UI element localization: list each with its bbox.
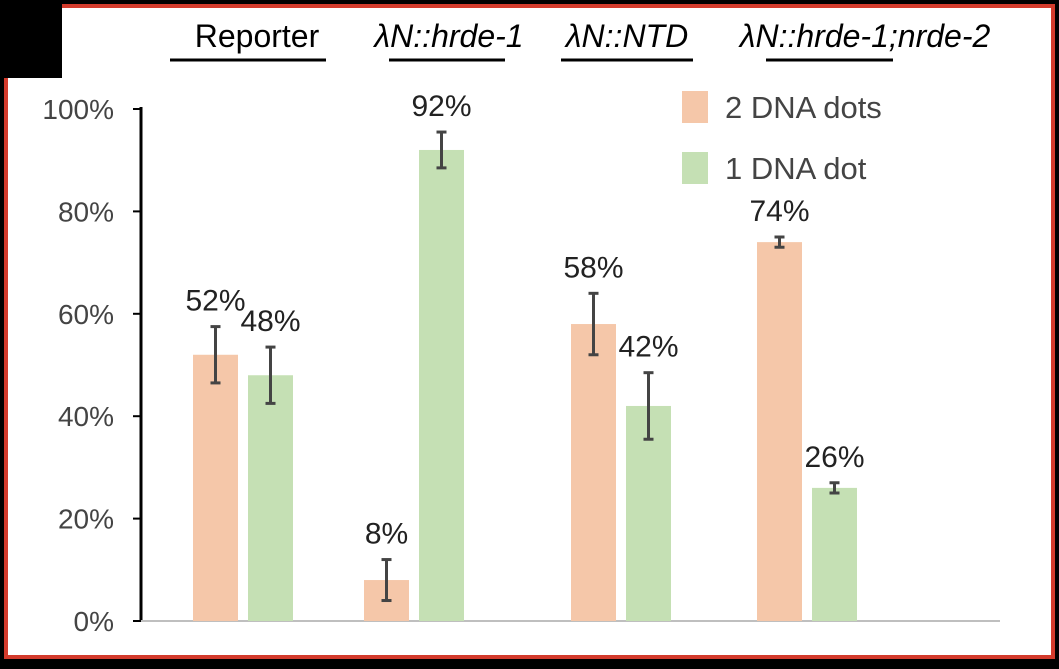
data-label: 74% <box>749 195 809 228</box>
legend-swatch <box>682 91 708 123</box>
legend-label: 1 DNA dot <box>725 151 867 186</box>
corner-block <box>0 0 62 78</box>
group-label: λN::NTD <box>564 18 688 54</box>
bar <box>571 324 616 621</box>
data-label: 92% <box>411 90 471 123</box>
bar <box>626 405 671 621</box>
y-tick-label: 100% <box>42 94 114 125</box>
bar <box>419 149 464 621</box>
bars <box>193 130 857 621</box>
data-label: 42% <box>618 331 678 364</box>
legend-swatch <box>682 152 708 184</box>
y-tick-label: 0% <box>74 606 114 637</box>
y-tick-label: 60% <box>58 299 114 330</box>
data-label: 52% <box>185 285 245 318</box>
legend: 2 DNA dots 1 DNA dot <box>682 90 882 186</box>
bar <box>812 487 857 621</box>
data-label: 8% <box>365 518 408 551</box>
bar <box>248 375 293 621</box>
bar <box>757 242 802 621</box>
legend-label: 2 DNA dots <box>725 90 882 125</box>
group-label: λN::hrde-1 <box>372 18 523 54</box>
data-label: 26% <box>804 441 864 474</box>
group-label: λN::hrde-1;nrde-2 <box>738 18 991 54</box>
y-tick-label: 40% <box>58 401 114 432</box>
chart-frame <box>4 4 1055 659</box>
data-label: 58% <box>563 251 623 284</box>
y-tick-label: 20% <box>58 504 114 535</box>
y-tick-label: 80% <box>58 196 114 227</box>
group-label: Reporter <box>195 18 320 54</box>
bar <box>193 354 238 621</box>
labels: 52%48%8% 92%58%42% 74%26% Reporter λN::hrde-… <box>170 18 990 551</box>
data-label: 48% <box>240 305 300 338</box>
